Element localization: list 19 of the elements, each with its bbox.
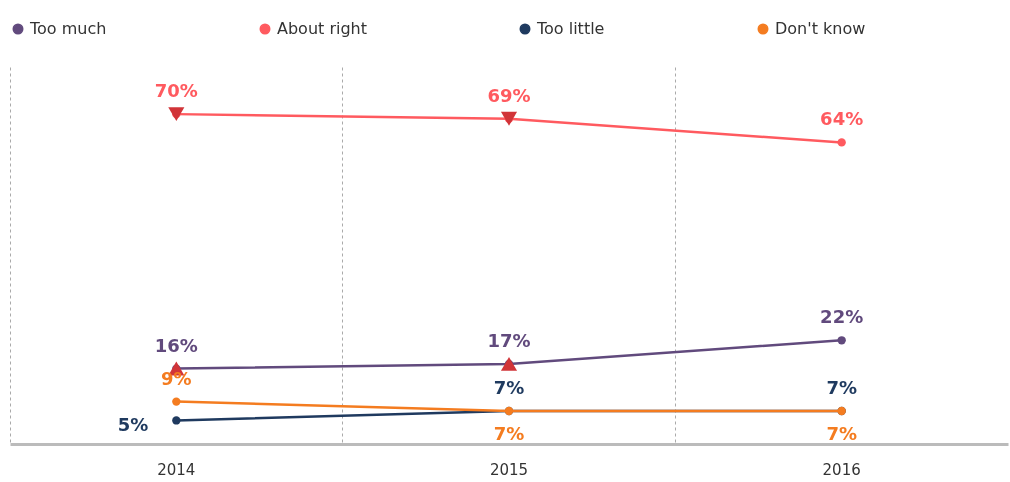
data-label: 7% [493, 423, 525, 445]
data-label: 9% [161, 367, 192, 389]
x-tick-label: 2014 [157, 460, 196, 479]
data-label: 7% [826, 377, 857, 399]
data-label: 69% [487, 84, 531, 106]
legend-label: Don't know [775, 19, 866, 38]
data-label: 16% [154, 334, 198, 356]
x-tick-label: 2016 [822, 460, 861, 479]
legend-label: Too little [536, 19, 605, 38]
data-label: 17% [487, 329, 531, 351]
data-label: 7% [826, 423, 857, 445]
data-label: 70% [154, 80, 198, 102]
legend-label: About right [277, 19, 367, 38]
legend-label: Too much [29, 19, 107, 38]
x-tick-label: 2015 [489, 460, 529, 479]
data-label: 22% [820, 306, 864, 328]
data-label: 64% [820, 108, 864, 130]
data-label: 5% [117, 414, 149, 436]
data-label: 7% [493, 377, 525, 399]
